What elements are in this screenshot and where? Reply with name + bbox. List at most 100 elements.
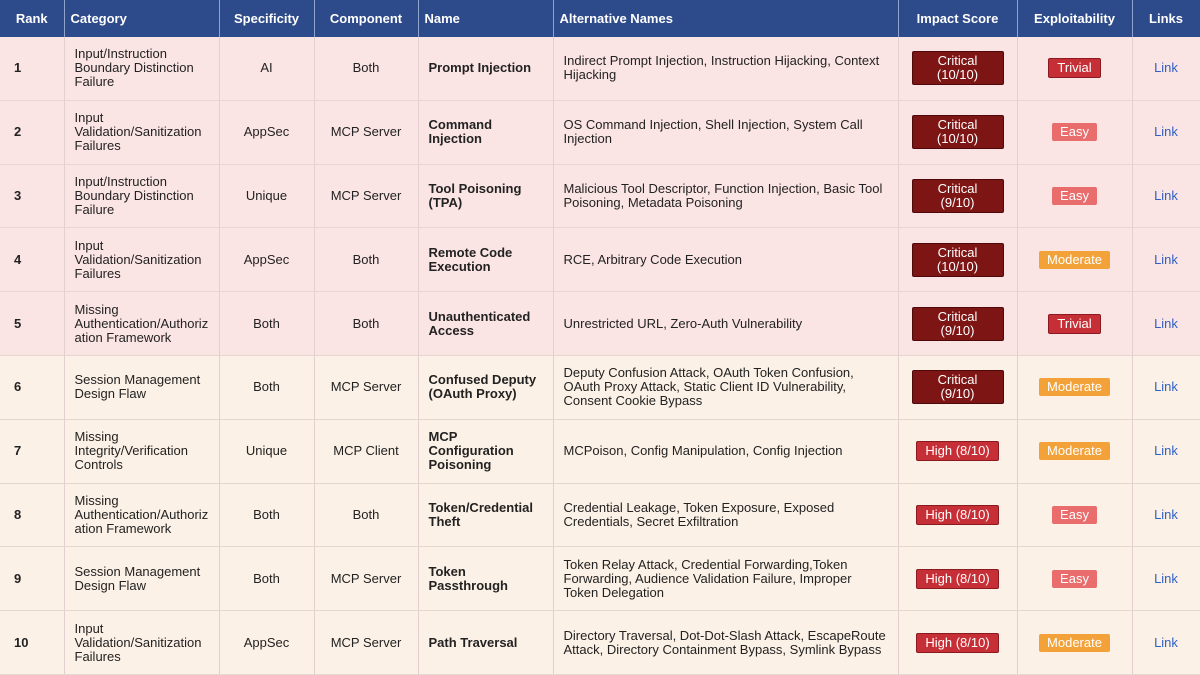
table-row: 7 Missing Integrity/Verification Controls… [0, 419, 1200, 484]
impact-badge: Critical (10/10) [911, 51, 1004, 86]
alternative-names-cell: Credential Leakage, Token Exposure, Expo… [553, 483, 899, 548]
table-row: 2 Input Validation/Sanitization Failures A… [0, 100, 1200, 165]
alternative-names-cell: Deputy Confusion Attack, OAuth Token Con… [553, 355, 899, 420]
exploitability-badge: Moderate [1039, 378, 1110, 397]
category-cell: Input/Instruction Boundary Distinction F… [64, 37, 220, 101]
exploitability-cell: Trivial [1017, 37, 1133, 101]
category-cell: Missing Authentication/Authorization Fra… [64, 291, 220, 356]
link-cell: Link [1132, 100, 1200, 165]
exploitability-badge: Moderate [1039, 250, 1110, 269]
table-row: 6 Session Management Design Flaw Both MCP S… [0, 355, 1200, 420]
vuln-name-cell: Token Passthrough [418, 546, 554, 612]
specificity-cell: AppSec [219, 610, 315, 675]
link[interactable]: Link [1154, 315, 1178, 331]
link[interactable]: Link [1154, 124, 1178, 140]
alternative-names-cell: Malicious Tool Descriptor, Function Inje… [553, 164, 899, 229]
rank-cell: 7 [0, 419, 65, 484]
impact-badge: High (8/10) [916, 568, 999, 589]
rank-cell: 10 [0, 610, 65, 675]
impact-badge: Critical (9/10) [911, 370, 1004, 405]
component-cell: Both [314, 227, 419, 293]
category-cell: Input/Instruction Boundary Distinction F… [64, 164, 220, 229]
impact-score-cell: Critical (9/10) [898, 164, 1018, 229]
table-body: 1 Input/Instruction Boundary Distinction … [0, 37, 1200, 675]
vuln-name-cell: Remote Code Execution [418, 227, 554, 293]
exploitability-cell: Trivial [1017, 291, 1133, 356]
category-cell: Missing Integrity/Verification Controls [64, 419, 220, 484]
rank-cell: 5 [0, 291, 65, 356]
link-cell: Link [1132, 164, 1200, 229]
impact-score-cell: Critical (10/10) [898, 227, 1018, 293]
component-cell: Both [314, 37, 419, 101]
vuln-name-cell: MCP Configuration Poisoning [418, 419, 554, 484]
impact-badge: Critical (9/10) [911, 178, 1004, 213]
exploitability-cell: Moderate [1017, 610, 1133, 675]
component-cell: Both [314, 291, 419, 356]
component-cell: Both [314, 483, 419, 548]
vuln-name-cell: Token/Credential Theft [418, 483, 554, 548]
column-header: Alternative Names [553, 0, 899, 37]
exploitability-badge: Moderate [1039, 633, 1110, 652]
specificity-cell: Both [219, 546, 315, 612]
link[interactable]: Link [1154, 506, 1178, 522]
alternative-names-cell: Token Relay Attack, Credential Forwardin… [553, 546, 899, 612]
vuln-name-cell: Tool Poisoning (TPA) [418, 164, 554, 229]
link[interactable]: Link [1154, 187, 1178, 203]
column-header: Impact Score [898, 0, 1018, 37]
impact-badge: High (8/10) [916, 441, 999, 462]
component-cell: MCP Server [314, 164, 419, 229]
link[interactable]: Link [1154, 251, 1178, 267]
alternative-names-cell: OS Command Injection, Shell Injection, S… [553, 100, 899, 165]
column-header: Component [314, 0, 419, 37]
table-row: 10 Input Validation/Sanitization Failures… [0, 610, 1200, 675]
exploitability-badge: Trivial [1048, 313, 1101, 334]
specificity-cell: Both [219, 355, 315, 420]
rank-cell: 3 [0, 164, 65, 229]
link[interactable]: Link [1154, 634, 1178, 650]
component-cell: MCP Server [314, 355, 419, 420]
rank-cell: 1 [0, 37, 65, 101]
impact-badge: Critical (10/10) [911, 115, 1004, 150]
category-cell: Session Management Design Flaw [64, 546, 220, 612]
header-row: Rank Category Specificity Component Name Alte… [0, 0, 1200, 37]
impact-badge: Critical (9/10) [911, 306, 1004, 341]
exploitability-cell: Easy [1017, 100, 1133, 165]
table-row: 8 Missing Authentication/Authorization Fr… [0, 483, 1200, 548]
exploitability-cell: Moderate [1017, 419, 1133, 484]
alternative-names-cell: Unrestricted URL, Zero-Auth Vulnerabilit… [553, 291, 899, 356]
link[interactable]: Link [1154, 60, 1178, 76]
table-row: 9 Session Management Design Flaw Both MCP S… [0, 546, 1200, 612]
column-header: Links [1132, 0, 1200, 37]
specificity-cell: Unique [219, 419, 315, 484]
impact-score-cell: Critical (10/10) [898, 100, 1018, 165]
link[interactable]: Link [1154, 379, 1178, 395]
exploitability-cell: Moderate [1017, 355, 1133, 420]
category-cell: Input Validation/Sanitization Failures [64, 100, 220, 165]
impact-score-cell: High (8/10) [898, 483, 1018, 548]
category-cell: Session Management Design Flaw [64, 355, 220, 420]
category-cell: Input Validation/Sanitization Failures [64, 227, 220, 293]
impact-score-cell: Critical (10/10) [898, 37, 1018, 101]
exploitability-badge: Moderate [1039, 442, 1110, 461]
impact-badge: High (8/10) [916, 632, 999, 653]
column-header: Category [64, 0, 220, 37]
exploitability-cell: Easy [1017, 546, 1133, 612]
link[interactable]: Link [1154, 443, 1178, 459]
exploitability-badge: Trivial [1048, 58, 1101, 79]
impact-score-cell: High (8/10) [898, 419, 1018, 484]
specificity-cell: AppSec [219, 100, 315, 165]
link[interactable]: Link [1154, 570, 1178, 586]
link-cell: Link [1132, 37, 1200, 101]
specificity-cell: AI [219, 37, 315, 101]
specificity-cell: Both [219, 291, 315, 356]
link-cell: Link [1132, 546, 1200, 612]
category-cell: Missing Authentication/Authorization Fra… [64, 483, 220, 548]
vuln-name-cell: Path Traversal [418, 610, 554, 675]
impact-score-cell: High (8/10) [898, 610, 1018, 675]
column-header: Name [418, 0, 554, 37]
vuln-name-cell: Unauthenticated Access [418, 291, 554, 356]
vuln-name-cell: Command Injection [418, 100, 554, 165]
component-cell: MCP Server [314, 546, 419, 612]
component-cell: MCP Server [314, 100, 419, 165]
